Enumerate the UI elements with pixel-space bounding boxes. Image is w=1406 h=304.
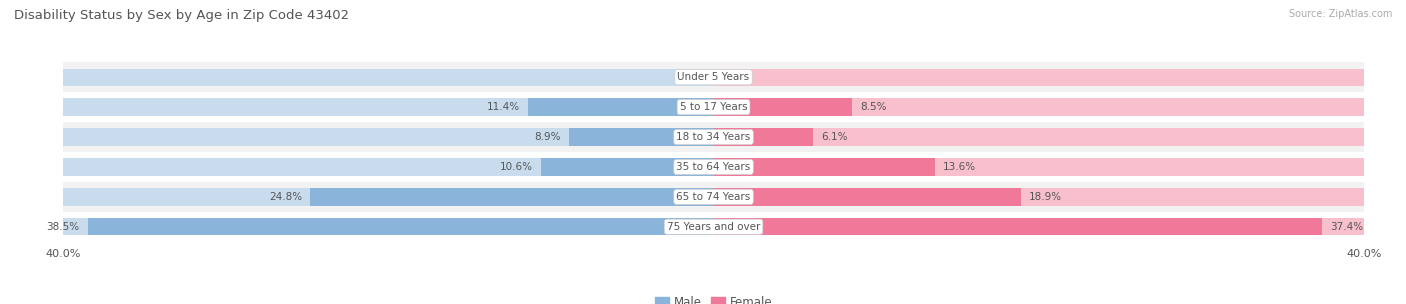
Bar xyxy=(63,218,713,235)
Bar xyxy=(569,128,713,146)
Bar xyxy=(311,188,713,206)
Bar xyxy=(87,218,713,235)
Text: 8.9%: 8.9% xyxy=(534,132,561,142)
Bar xyxy=(63,69,713,86)
Bar xyxy=(63,182,1364,212)
Text: 0.0%: 0.0% xyxy=(727,72,752,82)
Text: 24.8%: 24.8% xyxy=(269,192,302,202)
Text: 75 Years and over: 75 Years and over xyxy=(666,222,761,232)
Text: 13.6%: 13.6% xyxy=(943,162,976,172)
Bar xyxy=(713,128,1364,146)
Text: 0.0%: 0.0% xyxy=(675,72,700,82)
Bar xyxy=(63,158,713,176)
Bar xyxy=(713,218,1322,235)
Text: 8.5%: 8.5% xyxy=(860,102,886,112)
Bar xyxy=(63,212,1364,242)
Bar xyxy=(713,69,1364,86)
Text: 18 to 34 Years: 18 to 34 Years xyxy=(676,132,751,142)
Text: Under 5 Years: Under 5 Years xyxy=(678,72,749,82)
Bar xyxy=(63,122,1364,152)
Text: Disability Status by Sex by Age in Zip Code 43402: Disability Status by Sex by Age in Zip C… xyxy=(14,9,349,22)
Bar xyxy=(713,158,1364,176)
Text: 11.4%: 11.4% xyxy=(486,102,520,112)
Text: 65 to 74 Years: 65 to 74 Years xyxy=(676,192,751,202)
Text: 35 to 64 Years: 35 to 64 Years xyxy=(676,162,751,172)
Bar xyxy=(63,62,1364,92)
Bar xyxy=(713,188,1364,206)
Text: 37.4%: 37.4% xyxy=(1330,222,1362,232)
Text: Source: ZipAtlas.com: Source: ZipAtlas.com xyxy=(1288,9,1392,19)
Text: 18.9%: 18.9% xyxy=(1029,192,1062,202)
Bar xyxy=(713,98,1364,116)
Bar xyxy=(713,218,1364,235)
Bar xyxy=(713,98,852,116)
Bar xyxy=(541,158,713,176)
Bar xyxy=(63,188,713,206)
Bar xyxy=(63,152,1364,182)
Text: 10.6%: 10.6% xyxy=(501,162,533,172)
Bar xyxy=(713,128,813,146)
Bar xyxy=(63,128,713,146)
Bar xyxy=(713,188,1021,206)
Text: 5 to 17 Years: 5 to 17 Years xyxy=(679,102,748,112)
Text: 38.5%: 38.5% xyxy=(46,222,80,232)
Bar xyxy=(63,92,1364,122)
Text: 6.1%: 6.1% xyxy=(821,132,848,142)
Bar xyxy=(529,98,713,116)
Legend: Male, Female: Male, Female xyxy=(650,292,778,304)
Bar xyxy=(713,158,935,176)
Bar xyxy=(63,98,713,116)
